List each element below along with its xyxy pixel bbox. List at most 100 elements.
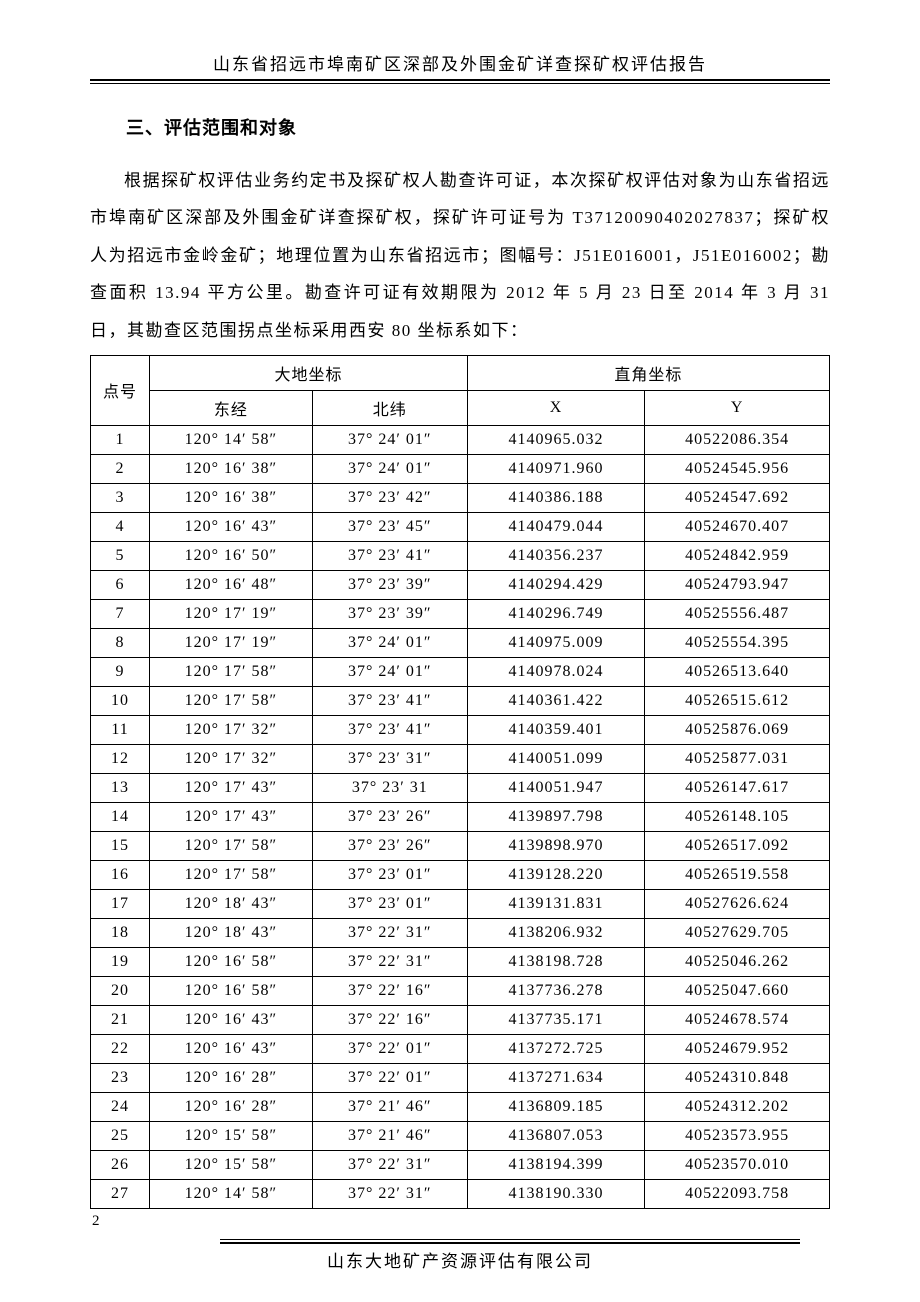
table-row: 25120° 15′ 58″37° 21′ 46″4136807.0534052… [91, 1121, 830, 1150]
table-header-row-2: 东经 北纬 X Y [91, 390, 830, 425]
cell-y: 40524793.947 [645, 570, 830, 599]
table-row: 5120° 16′ 50″37° 23′ 41″4140356.23740524… [91, 541, 830, 570]
table-row: 16120° 17′ 58″37° 23′ 01″4139128.2204052… [91, 860, 830, 889]
cell-lon: 120° 17′ 32″ [150, 744, 313, 773]
cell-y: 40525556.487 [645, 599, 830, 628]
header-underline [90, 79, 830, 84]
cell-lon: 120° 16′ 43″ [150, 512, 313, 541]
coordinates-table: 点号 大地坐标 直角坐标 东经 北纬 X Y 1120° 14′ 58″37° … [90, 355, 830, 1209]
cell-id: 9 [91, 657, 150, 686]
cell-id: 12 [91, 744, 150, 773]
body-paragraph: 根据探矿权评估业务约定书及探矿权人勘查许可证，本次探矿权评估对象为山东省招远市埠… [90, 162, 830, 349]
cell-y: 40524545.956 [645, 454, 830, 483]
table-row: 11120° 17′ 32″37° 23′ 41″4140359.4014052… [91, 715, 830, 744]
cell-lat: 37° 23′ 01″ [312, 889, 467, 918]
cell-lon: 120° 15′ 58″ [150, 1121, 313, 1150]
cell-y: 40524547.692 [645, 483, 830, 512]
cell-lat: 37° 23′ 39″ [312, 570, 467, 599]
cell-lon: 120° 15′ 58″ [150, 1150, 313, 1179]
cell-lat: 37° 22′ 16″ [312, 1005, 467, 1034]
cell-lon: 120° 16′ 38″ [150, 483, 313, 512]
cell-x: 4140971.960 [467, 454, 644, 483]
cell-lat: 37° 24′ 01″ [312, 628, 467, 657]
cell-x: 4139128.220 [467, 860, 644, 889]
table-row: 6120° 16′ 48″37° 23′ 39″4140294.42940524… [91, 570, 830, 599]
cell-lat: 37° 21′ 46″ [312, 1121, 467, 1150]
table-header-row-1: 点号 大地坐标 直角坐标 [91, 355, 830, 390]
cell-y: 40525876.069 [645, 715, 830, 744]
cell-lat: 37° 23′ 31″ [312, 744, 467, 773]
cell-y: 40525047.660 [645, 976, 830, 1005]
cell-y: 40523570.010 [645, 1150, 830, 1179]
cell-x: 4139131.831 [467, 889, 644, 918]
page-number: 2 [92, 1213, 100, 1230]
table-row: 27120° 14′ 58″37° 22′ 31″4138190.3304052… [91, 1179, 830, 1208]
table-row: 9120° 17′ 58″37° 24′ 01″4140978.02440526… [91, 657, 830, 686]
header-x: X [467, 390, 644, 425]
table-row: 4120° 16′ 43″37° 23′ 45″4140479.04440524… [91, 512, 830, 541]
cell-y: 40524679.952 [645, 1034, 830, 1063]
cell-lat: 37° 22′ 31″ [312, 1150, 467, 1179]
cell-id: 15 [91, 831, 150, 860]
cell-id: 2 [91, 454, 150, 483]
table-row: 8120° 17′ 19″37° 24′ 01″4140975.00940525… [91, 628, 830, 657]
table-row: 19120° 16′ 58″37° 22′ 31″4138198.7284052… [91, 947, 830, 976]
cell-id: 18 [91, 918, 150, 947]
cell-lat: 37° 23′ 26″ [312, 831, 467, 860]
cell-lat: 37° 23′ 41″ [312, 686, 467, 715]
cell-lat: 37° 23′ 39″ [312, 599, 467, 628]
cell-id: 16 [91, 860, 150, 889]
cell-y: 40525554.395 [645, 628, 830, 657]
cell-lat: 37° 22′ 31″ [312, 947, 467, 976]
cell-lon: 120° 16′ 58″ [150, 947, 313, 976]
cell-id: 21 [91, 1005, 150, 1034]
table-row: 14120° 17′ 43″37° 23′ 26″4139897.7984052… [91, 802, 830, 831]
cell-lat: 37° 22′ 31″ [312, 1179, 467, 1208]
cell-lon: 120° 17′ 58″ [150, 860, 313, 889]
table-row: 20120° 16′ 58″37° 22′ 16″4137736.2784052… [91, 976, 830, 1005]
cell-x: 4140359.401 [467, 715, 644, 744]
table-row: 3120° 16′ 38″37° 23′ 42″4140386.18840524… [91, 483, 830, 512]
cell-x: 4137271.634 [467, 1063, 644, 1092]
cell-id: 23 [91, 1063, 150, 1092]
cell-y: 40523573.955 [645, 1121, 830, 1150]
cell-id: 14 [91, 802, 150, 831]
cell-y: 40526147.617 [645, 773, 830, 802]
header-geodetic: 大地坐标 [150, 355, 468, 390]
cell-id: 1 [91, 425, 150, 454]
cell-x: 4136807.053 [467, 1121, 644, 1150]
cell-x: 4140386.188 [467, 483, 644, 512]
cell-id: 22 [91, 1034, 150, 1063]
cell-lon: 120° 17′ 19″ [150, 628, 313, 657]
cell-x: 4137272.725 [467, 1034, 644, 1063]
cell-y: 40525877.031 [645, 744, 830, 773]
cell-y: 40526513.640 [645, 657, 830, 686]
cell-lon: 120° 16′ 43″ [150, 1034, 313, 1063]
cell-lat: 37° 23′ 26″ [312, 802, 467, 831]
cell-y: 40524842.959 [645, 541, 830, 570]
cell-id: 10 [91, 686, 150, 715]
cell-lon: 120° 16′ 43″ [150, 1005, 313, 1034]
header-lat: 北纬 [312, 390, 467, 425]
cell-id: 20 [91, 976, 150, 1005]
table-body: 1120° 14′ 58″37° 24′ 01″4140965.03240522… [91, 425, 830, 1208]
cell-id: 27 [91, 1179, 150, 1208]
cell-lon: 120° 18′ 43″ [150, 918, 313, 947]
cell-id: 6 [91, 570, 150, 599]
cell-x: 4138190.330 [467, 1179, 644, 1208]
cell-x: 4139898.970 [467, 831, 644, 860]
cell-lon: 120° 17′ 58″ [150, 686, 313, 715]
cell-y: 40526519.558 [645, 860, 830, 889]
header-lon: 东经 [150, 390, 313, 425]
table-row: 7120° 17′ 19″37° 23′ 39″4140296.74940525… [91, 599, 830, 628]
header-point: 点号 [91, 355, 150, 425]
cell-id: 26 [91, 1150, 150, 1179]
cell-lon: 120° 16′ 48″ [150, 570, 313, 599]
table-row: 21120° 16′ 43″37° 22′ 16″4137735.1714052… [91, 1005, 830, 1034]
table-row: 1120° 14′ 58″37° 24′ 01″4140965.03240522… [91, 425, 830, 454]
cell-lon: 120° 14′ 58″ [150, 425, 313, 454]
cell-lat: 37° 23′ 01″ [312, 860, 467, 889]
cell-id: 17 [91, 889, 150, 918]
cell-x: 4140296.749 [467, 599, 644, 628]
cell-lat: 37° 23′ 45″ [312, 512, 467, 541]
